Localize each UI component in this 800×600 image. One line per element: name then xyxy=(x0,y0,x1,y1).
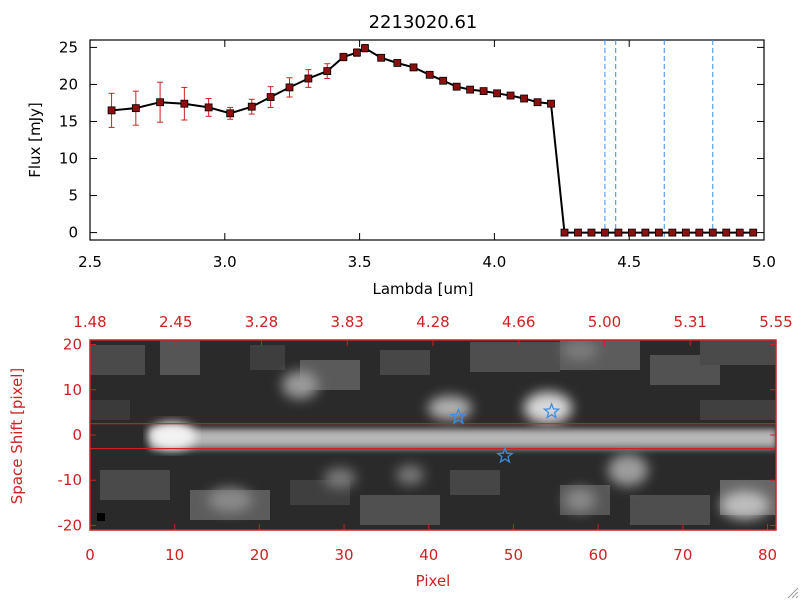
flux-series xyxy=(107,43,758,237)
data-point xyxy=(409,63,418,72)
data-point xyxy=(601,228,609,237)
spectrum-trace xyxy=(150,428,776,450)
top-xtick-label: 3.5 xyxy=(348,253,372,271)
bottom-xtick-label: 40 xyxy=(419,546,438,564)
data-point xyxy=(735,228,744,237)
top-xtick-label: 4.0 xyxy=(482,253,506,271)
data-point xyxy=(439,76,448,85)
bottom-xtick-label: 20 xyxy=(250,546,269,564)
data-point xyxy=(247,102,256,111)
data-point xyxy=(533,98,542,107)
extraction-band xyxy=(90,423,776,450)
data-point xyxy=(681,228,690,237)
star-icon xyxy=(449,407,468,425)
wavelength-tick-label: 5.31 xyxy=(674,313,707,331)
spectrum-2d-image xyxy=(90,340,776,530)
top-axes: 2.5 3.0 3.5 4.0 4.5 5.0 0 5 10 15 20 25 Lambda [um… xyxy=(26,38,776,298)
data-point xyxy=(547,99,555,108)
data-point xyxy=(393,59,402,67)
bottom-axes: 0 10 20 30 40 50 60 70 80 -20 -10 0 10 20 1.48 2.45 3.… xyxy=(8,313,793,590)
data-point xyxy=(560,228,569,237)
star-icon xyxy=(542,402,561,419)
data-point xyxy=(353,48,361,57)
top-ytick-label: 10 xyxy=(59,150,78,168)
bottom-xtick-label: 50 xyxy=(504,546,523,564)
data-point xyxy=(156,98,164,107)
top-ytick-label: 5 xyxy=(68,187,78,205)
data-point xyxy=(425,70,434,79)
data-point xyxy=(627,228,636,237)
spectrum-trace-peak xyxy=(148,422,196,450)
data-point xyxy=(180,99,189,108)
data-point xyxy=(204,103,213,112)
bad-pixel xyxy=(97,513,105,521)
top-xlabel: Lambda [um] xyxy=(373,280,474,298)
data-point xyxy=(107,106,116,115)
data-point xyxy=(749,228,758,237)
data-point xyxy=(339,53,348,61)
bottom-xtick-label: 70 xyxy=(673,546,692,564)
top-plot-frame xyxy=(89,39,765,241)
wavelength-markers xyxy=(604,40,714,240)
top-ylabel: Flux [mJy] xyxy=(26,102,44,178)
data-point xyxy=(323,67,332,76)
wavelength-tick-label: 1.48 xyxy=(73,313,106,331)
wavelength-tick-label: 5.00 xyxy=(588,313,621,331)
data-point xyxy=(493,89,501,98)
bottom-xlabel: Pixel xyxy=(416,572,451,590)
data-point xyxy=(722,228,731,237)
data-point xyxy=(641,228,650,237)
data-point xyxy=(520,94,528,103)
data-point xyxy=(304,74,313,83)
wavelength-tick-label: 5.55 xyxy=(759,313,792,331)
data-point xyxy=(377,53,386,62)
bottom-ytick-label: 0 xyxy=(72,426,82,444)
bottom-xtick-label: 10 xyxy=(165,546,184,564)
data-point xyxy=(226,109,235,118)
data-point xyxy=(708,228,717,237)
data-point xyxy=(131,104,140,113)
bottom-ytick-label: 20 xyxy=(63,336,82,354)
data-point xyxy=(452,82,461,91)
bottom-ylabel: Space Shift [pixel] xyxy=(8,368,26,505)
bottom-xtick-label: 80 xyxy=(758,546,777,564)
data-point xyxy=(361,44,369,53)
bottom-ytick-label: -10 xyxy=(58,471,83,489)
top-ytick-label: 0 xyxy=(68,224,78,242)
star-icon xyxy=(496,446,514,464)
top-xtick-label: 5.0 xyxy=(752,253,776,271)
top-ytick-label: 20 xyxy=(59,75,78,93)
data-point xyxy=(614,228,623,237)
wavelength-tick-label: 4.28 xyxy=(416,313,449,331)
data-point xyxy=(587,228,596,237)
data-point xyxy=(266,93,275,101)
bottom-xtick-label: 30 xyxy=(335,546,354,564)
wavelength-tick-label: 3.28 xyxy=(245,313,278,331)
bottom-ytick-label: -20 xyxy=(58,516,83,534)
line-markers xyxy=(449,402,561,464)
bottom-ytick-label: 10 xyxy=(63,381,82,399)
data-point xyxy=(654,228,663,237)
bottom-xtick-label: 0 xyxy=(85,546,95,564)
data-point xyxy=(479,87,488,96)
wavelength-tick-label: 2.45 xyxy=(159,313,192,331)
bottom-xtick-label: 60 xyxy=(589,546,608,564)
data-point xyxy=(466,85,475,94)
data-point xyxy=(506,91,515,100)
data-point xyxy=(695,228,704,237)
data-point xyxy=(668,228,677,237)
top-xtick-label: 2.5 xyxy=(78,253,102,271)
top-ytick-label: 15 xyxy=(59,112,78,130)
top-xtick-label: 4.5 xyxy=(617,253,641,271)
chart-title: 2213020.61 xyxy=(369,12,478,33)
top-xtick-label: 3.0 xyxy=(213,253,237,271)
resize-grip[interactable] xyxy=(787,587,799,599)
top-ytick-label: 25 xyxy=(59,38,78,56)
heatmap-noise xyxy=(90,340,776,525)
wavelength-tick-label: 4.66 xyxy=(502,313,535,331)
data-point xyxy=(285,83,294,92)
data-point xyxy=(574,228,582,237)
wavelength-tick-label: 3.83 xyxy=(331,313,364,331)
